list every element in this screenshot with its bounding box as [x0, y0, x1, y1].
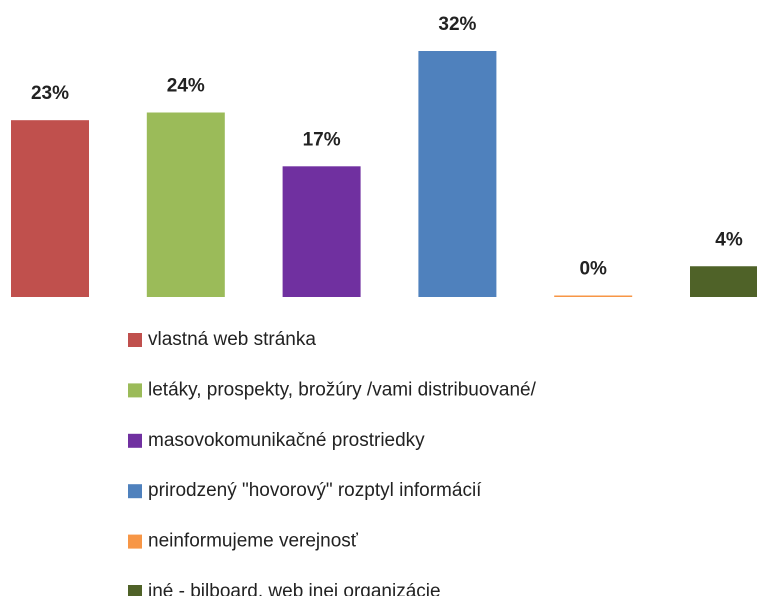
bar [690, 266, 757, 297]
legend-swatch [128, 585, 142, 596]
legend-label: letáky, prospekty, brožúry /vami distrib… [148, 379, 537, 400]
legend-label: iné - bilboard, web inej organizácie [148, 581, 441, 596]
legend-swatch [128, 433, 142, 448]
legend-label: masovokomunikačné prostriedky [148, 430, 425, 451]
legend-swatch [128, 383, 142, 398]
bar [554, 295, 633, 297]
legend-swatch [128, 333, 142, 347]
legend-swatch [128, 534, 142, 549]
data-label: 17% [303, 129, 341, 150]
bar [282, 166, 361, 297]
legend-label: neinformujeme verejnosť [148, 531, 359, 552]
bar [11, 120, 89, 297]
legend-label: vlastná web stránka [148, 329, 316, 350]
legend-swatch [128, 484, 142, 499]
data-label: 0% [579, 259, 607, 280]
bar [146, 112, 225, 297]
data-label: 4% [715, 229, 743, 250]
data-label: 24% [167, 76, 205, 97]
bar [418, 51, 497, 297]
data-label: 23% [31, 83, 69, 104]
legend-label: prirodzený "hovorový" rozptyl informácií [148, 480, 482, 501]
data-label: 32% [438, 14, 476, 35]
